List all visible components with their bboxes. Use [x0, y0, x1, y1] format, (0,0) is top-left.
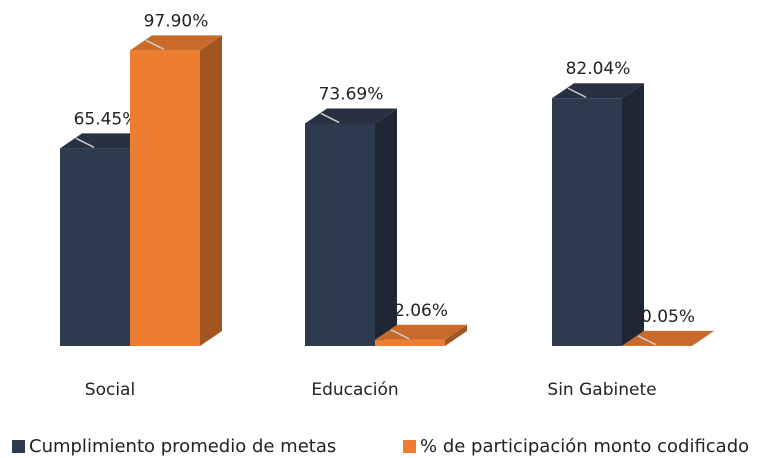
data-label: 65.45%	[74, 109, 139, 129]
bar-side	[622, 83, 644, 346]
leader-line	[320, 112, 340, 124]
leader-line	[145, 39, 165, 51]
bar	[60, 148, 130, 346]
bar-top	[60, 133, 152, 149]
x-tick-label: Educación	[311, 380, 398, 400]
data-label: 97.90%	[144, 11, 209, 31]
bar	[552, 98, 622, 346]
legend-label: % de participación monto codificado	[420, 436, 749, 457]
leader-line	[567, 87, 587, 98]
data-label: 82.04%	[566, 59, 631, 79]
data-label: 73.69%	[319, 84, 384, 104]
bar-top	[622, 330, 714, 346]
leader-line	[390, 329, 410, 340]
legend-label: Cumplimiento promedio de metas	[29, 436, 336, 457]
bar-side	[375, 108, 397, 346]
bar	[375, 339, 445, 346]
bar-side	[445, 324, 467, 346]
leader-line	[75, 137, 95, 149]
bar-top	[552, 83, 644, 99]
bar	[305, 123, 375, 346]
leader-line	[637, 335, 657, 346]
x-tick-label: Sin Gabinete	[547, 380, 656, 400]
x-tick-label: Social	[85, 380, 135, 400]
bar-side	[200, 35, 222, 346]
bar-side	[692, 330, 714, 346]
data-label: 0.05%	[641, 307, 695, 327]
legend-swatch	[403, 440, 416, 453]
bar	[130, 50, 200, 346]
bar-top	[375, 324, 467, 340]
bar-top	[305, 108, 397, 124]
bar-top	[130, 35, 222, 51]
data-label: 2.06%	[394, 301, 448, 321]
legend-swatch	[12, 440, 25, 453]
